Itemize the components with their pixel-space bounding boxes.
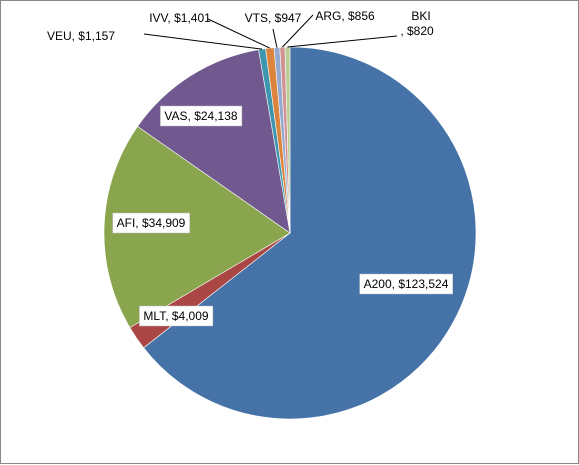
data-label-arg: ARG, $856 [315, 9, 375, 23]
data-label-bki: BKI, $820 [400, 9, 434, 38]
data-label-ivv-line1: IVV, $1,401 [149, 11, 211, 25]
data-label-mlt: MLT, $4,009 [143, 309, 208, 323]
data-label-box-afi [112, 212, 190, 234]
data-label-a200: A200, $123,524 [364, 277, 449, 291]
leader-line-ivv [207, 18, 270, 49]
data-label-bki-line2: , $820 [400, 24, 434, 38]
pie-slice-a200 [143, 46, 477, 420]
data-label-box-vas [160, 105, 243, 127]
data-label-arg-line1: ARG, $856 [315, 9, 375, 23]
data-label-vas: VAS, $24,138 [164, 109, 237, 123]
data-label-vts-line1: VTS, $947 [245, 11, 302, 25]
data-label-veu: VEU, $1,157 [47, 29, 115, 43]
pie-slice-afi [103, 126, 291, 329]
data-label-afi: AFI, $34,909 [117, 216, 186, 230]
pie-slice-vas [137, 49, 291, 234]
leader-line-vts [272, 28, 278, 48]
data-label-vts: VTS, $947 [245, 11, 302, 25]
data-label-veu-line1: VEU, $1,157 [47, 29, 115, 43]
data-label-box-mlt [139, 305, 214, 327]
leader-line-veu [143, 33, 263, 50]
data-label-ivv: IVV, $1,401 [149, 11, 211, 25]
data-label-bki-line1: BKI [411, 9, 430, 23]
leader-line-arg [282, 14, 314, 48]
data-label-box-a200 [359, 273, 453, 295]
leader-line-bki [287, 35, 398, 48]
